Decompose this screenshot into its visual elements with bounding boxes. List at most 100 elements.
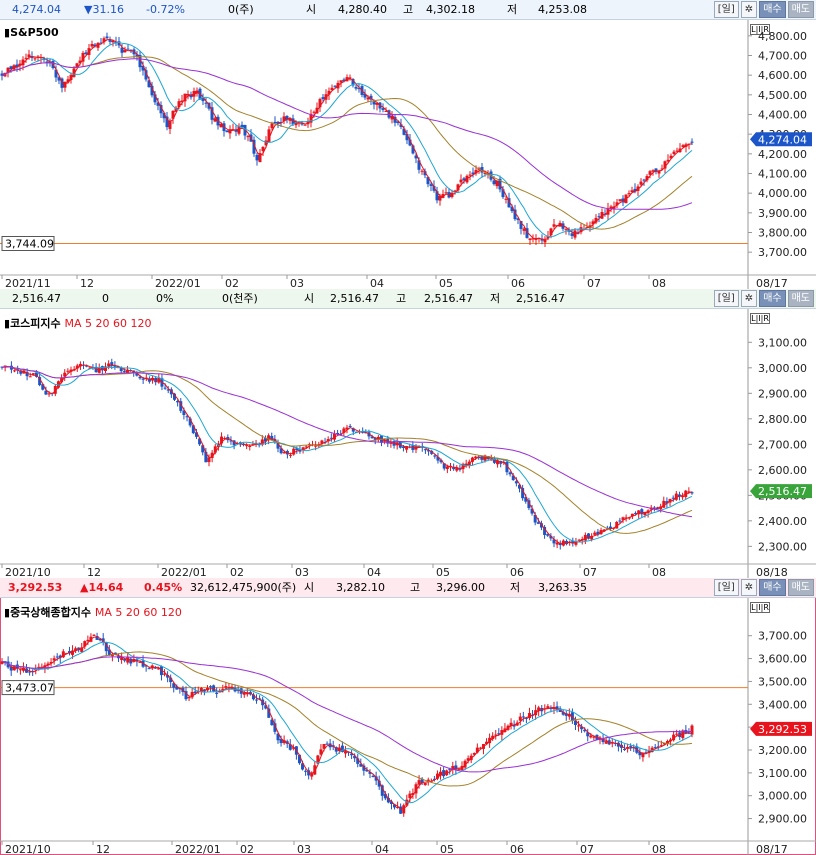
period-button[interactable]: [일] — [713, 1, 739, 18]
candle-body — [9, 666, 13, 671]
candle-body — [147, 80, 151, 88]
ma20-line — [1, 641, 693, 804]
candle-body — [207, 102, 211, 109]
candle-body — [577, 725, 581, 727]
candle-body — [497, 733, 501, 735]
candle-body — [307, 770, 311, 776]
candle-body — [313, 765, 317, 775]
ma60-line — [1, 366, 693, 534]
candle-body — [179, 401, 183, 411]
candle-body — [429, 184, 433, 186]
candle-body — [496, 460, 500, 465]
candle-body — [459, 179, 463, 183]
candle-body — [417, 780, 421, 785]
period-button[interactable]: [일] — [713, 290, 739, 307]
candle-body — [168, 120, 172, 129]
x-tick-label: 2022/01 — [161, 566, 207, 578]
candle-body — [370, 436, 374, 439]
sell-button[interactable]: 매도 — [787, 579, 814, 596]
candle-body — [411, 793, 415, 795]
candle-body — [156, 668, 160, 670]
candle-body — [495, 180, 499, 187]
candle-body — [651, 170, 655, 172]
candle-body — [399, 124, 403, 127]
candle-body — [310, 773, 314, 777]
candle-body — [608, 526, 612, 529]
scale-toggle-icon[interactable]: L|I|R — [750, 24, 770, 35]
y-tick-label: 3,100.00 — [758, 336, 807, 349]
sell-button[interactable]: 매도 — [787, 1, 814, 18]
candle-body — [386, 438, 390, 444]
gear-icon[interactable]: ✲ — [740, 290, 758, 307]
candle-body — [175, 686, 179, 690]
candle-body — [165, 116, 169, 128]
sell-button[interactable]: 매도 — [787, 290, 814, 307]
candle-body — [423, 782, 427, 786]
candle-body — [623, 748, 627, 750]
candle-body — [375, 102, 379, 105]
candle-body — [681, 730, 685, 739]
x-tick-label: 05 — [436, 566, 450, 578]
candle-body — [187, 697, 191, 699]
buy-button[interactable]: 매수 — [759, 1, 786, 18]
gear-icon[interactable]: ✲ — [740, 579, 758, 596]
candle-body — [195, 90, 199, 94]
period-button[interactable]: [일] — [713, 579, 739, 596]
shanghai-quote-bar: 3,292.53 ▲14.64 0.45% 32,612,475,900(주) … — [0, 578, 816, 598]
candle-body — [169, 389, 173, 395]
x-tick-label: 03 — [295, 566, 309, 578]
buy-button[interactable]: 매수 — [759, 579, 786, 596]
candle-body — [386, 797, 390, 803]
candle-body — [60, 78, 64, 88]
candle-body — [267, 708, 271, 718]
candle-body — [184, 691, 188, 700]
candle-body — [104, 366, 107, 371]
candle-body — [261, 146, 265, 152]
x-tick-label: 07 — [587, 277, 601, 289]
candle-body — [654, 168, 658, 172]
chart-title: ▮중국상해종합지수 MA 5 20 60 120 — [4, 606, 182, 619]
candle-body — [25, 371, 29, 377]
candle-body — [564, 229, 568, 231]
x-tick-label: 2021/11 — [5, 277, 51, 289]
candle-body — [174, 107, 178, 112]
candle-body — [334, 747, 338, 752]
candle-body — [615, 202, 619, 206]
candle-body — [132, 370, 136, 374]
candle-body — [552, 707, 556, 710]
candle-body — [373, 437, 377, 440]
candle-body — [173, 393, 176, 400]
candle-body — [104, 642, 108, 652]
change-value: ▼31.16 — [84, 3, 124, 16]
buy-button[interactable]: 매수 — [759, 290, 786, 307]
candle-body — [240, 124, 244, 128]
candle-body — [54, 69, 58, 78]
candle-body — [325, 743, 329, 745]
candle-body — [353, 755, 357, 759]
candle-body — [602, 529, 606, 532]
scale-toggle-icon[interactable]: L|I|R — [750, 602, 770, 613]
ma120-line — [1, 656, 692, 773]
change-pct: 0% — [156, 292, 174, 305]
y-tick-label: 3,000.00 — [758, 790, 807, 803]
candle-body — [592, 736, 596, 738]
volume-value: 0(천주) — [222, 292, 258, 305]
gear-icon[interactable]: ✲ — [740, 1, 758, 18]
candle-body — [597, 216, 601, 218]
candle-body — [405, 446, 409, 450]
scale-toggle-icon[interactable]: L|I|R — [750, 313, 770, 324]
candle-body — [77, 647, 81, 651]
candle-body — [120, 47, 124, 53]
ma120-line — [1, 366, 693, 518]
candle-body — [138, 376, 142, 379]
open-label: 시 — [304, 292, 315, 305]
candle-body — [312, 111, 316, 113]
candle-body — [536, 522, 540, 524]
candle-body — [229, 440, 233, 442]
candle-body — [163, 673, 167, 675]
candle-body — [396, 121, 400, 124]
candle-body — [46, 663, 50, 666]
candle-body — [633, 188, 637, 192]
change-pct: -0.72% — [146, 3, 185, 16]
candle-body — [25, 668, 29, 673]
